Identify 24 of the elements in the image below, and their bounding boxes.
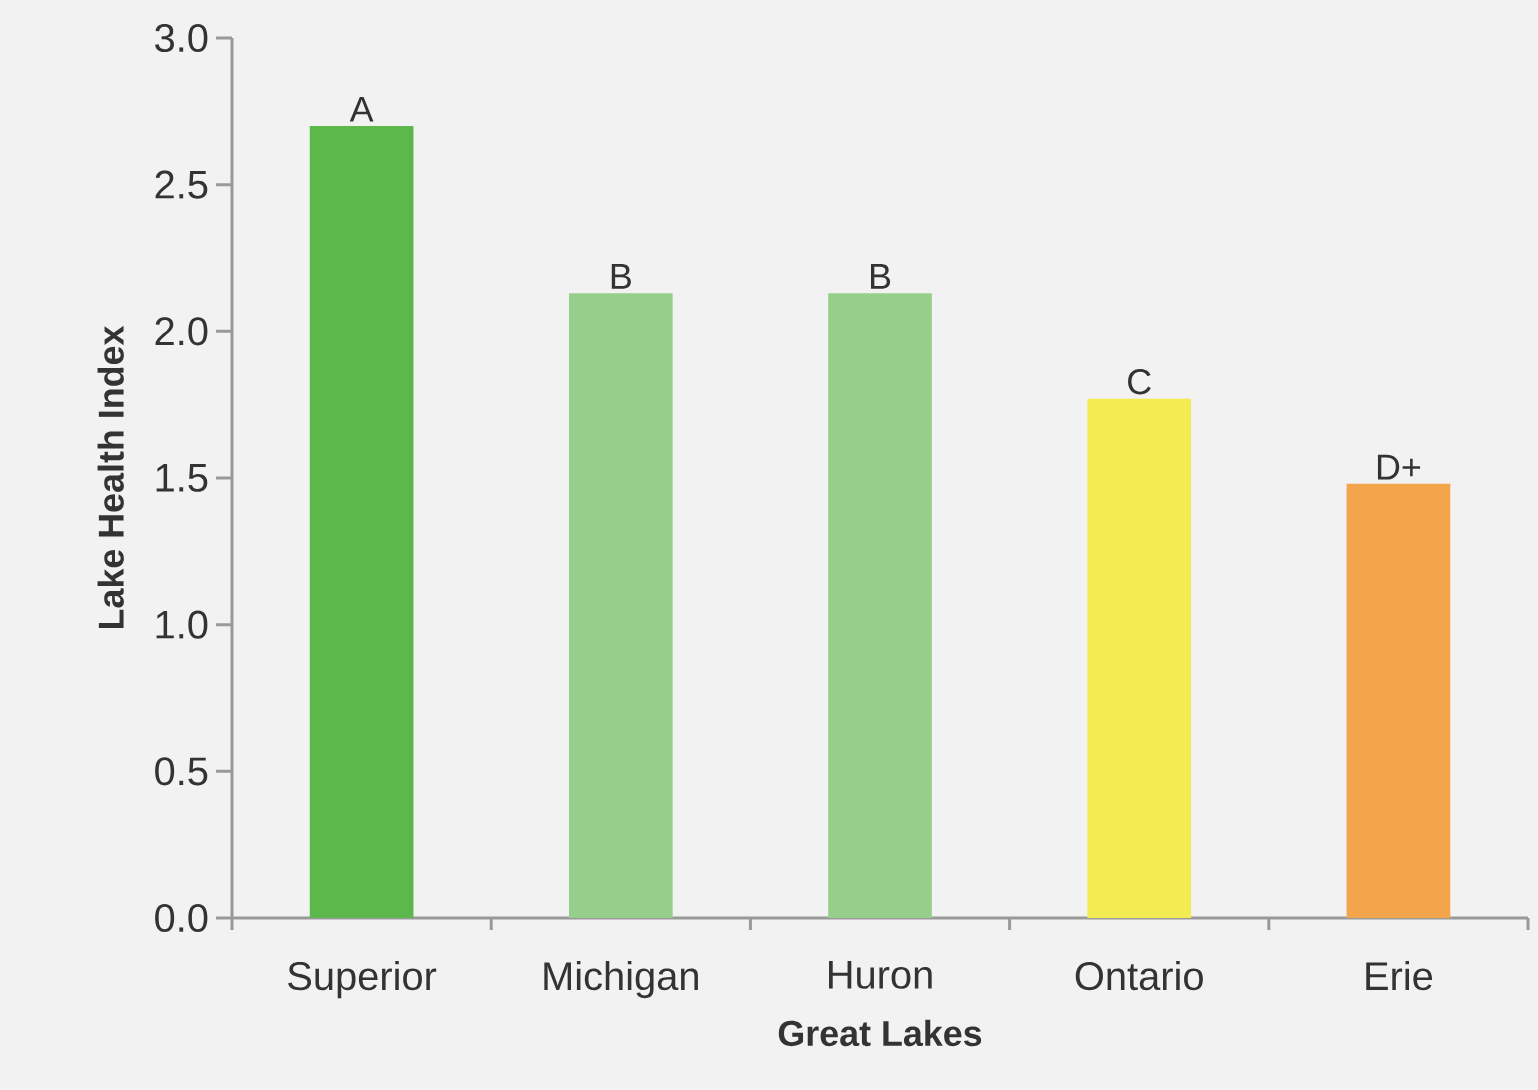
bar [1346,483,1451,918]
y-tick-label: 2.0 [155,317,208,346]
x-tick-label: Erie [1366,961,1433,991]
y-tick-label: 0.5 [155,757,208,786]
data-label: B [871,264,891,289]
y-axis-title: Lake Health Index [97,325,124,629]
y-tick-label: 2.5 [155,170,208,199]
data-label: A [349,96,374,122]
x-axis-title: Great Lakes [778,1019,982,1047]
x-tick-label: Ontario [1075,961,1203,991]
y-tick-label: 0.0 [155,903,208,933]
bar [309,125,414,918]
x-tick-label: Superior [288,961,437,999]
bar [568,293,673,918]
y-tick-label: 1.5 [156,464,208,492]
y-tick-label: 3.0 [155,23,208,53]
bar [828,293,932,918]
x-tick-label: Michigan [544,961,698,999]
x-tick-label: Huron [829,961,932,989]
data-label: B [611,264,631,289]
y-tick-label: 1.0 [156,610,208,639]
data-label: D+ [1377,454,1421,480]
bar [1087,398,1192,918]
data-label: C [1128,368,1151,395]
